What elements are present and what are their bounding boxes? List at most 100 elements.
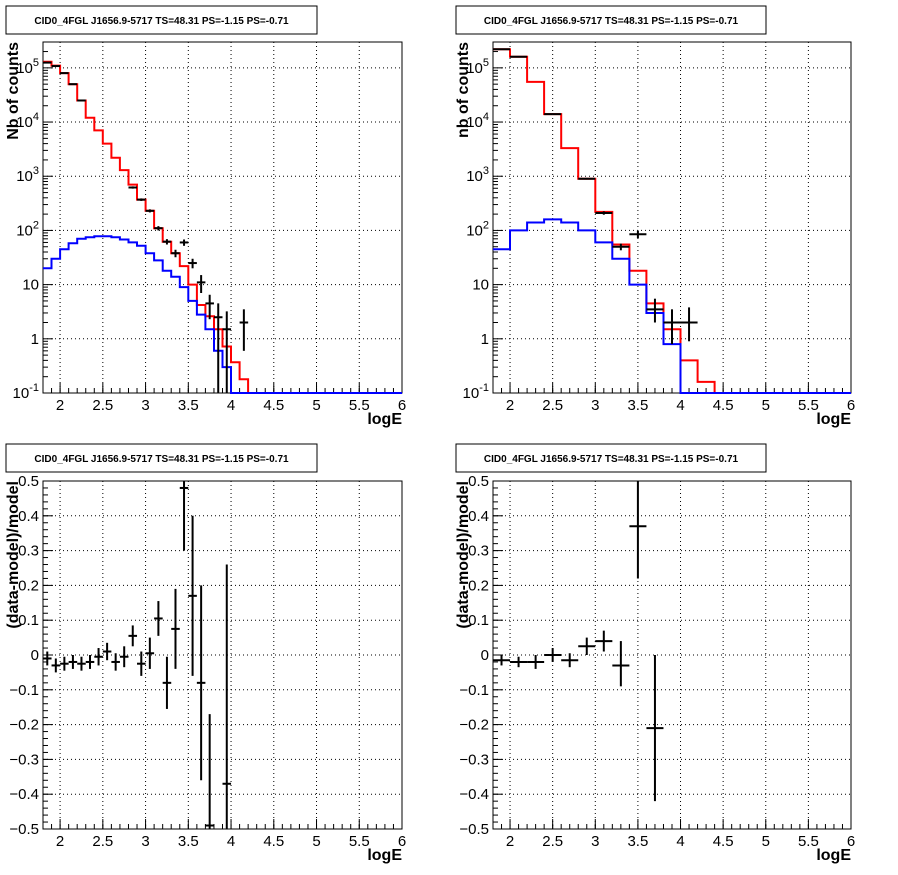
data-point <box>612 641 630 687</box>
y-tick-label: 103 <box>16 165 39 185</box>
y-tick-label: 0 <box>481 647 489 664</box>
x-tick-label: 6 <box>398 833 406 850</box>
y-tick-label: −0.1 <box>459 682 489 699</box>
x-tick-label: 5 <box>312 397 320 414</box>
data-point <box>646 655 664 802</box>
y-tick-label: 103 <box>466 165 489 185</box>
y-tick-label: 105 <box>16 57 39 77</box>
data-point <box>680 307 698 342</box>
y-tick-label: 0.3 <box>468 543 489 560</box>
histogram-series-2 <box>43 235 402 394</box>
plot-frame <box>42 480 403 830</box>
data-point <box>60 656 69 671</box>
chart-panel-1: 2 2.5 3 3.5 4 4.5 5 5.5 6 10-1 1 10 102 103 104 105 CID0… <box>5 5 406 428</box>
data-point <box>527 655 545 669</box>
x-tick-label: 4.5 <box>713 397 734 414</box>
y-tick-label: −0.5 <box>459 821 489 838</box>
data-point <box>171 249 180 258</box>
title-box <box>5 443 318 473</box>
y-tick-label: −0.3 <box>9 751 39 768</box>
data-point <box>629 481 647 579</box>
data-point <box>171 588 180 669</box>
y-tick-label: 102 <box>466 219 489 239</box>
histogram-series-1 <box>43 60 266 394</box>
x-tick-label: 4 <box>227 833 235 850</box>
y-tick-label: 10 <box>472 277 489 294</box>
data-point <box>663 309 681 345</box>
y-axis-label: Nb of counts <box>5 42 22 140</box>
data-point <box>51 658 61 673</box>
x-tick-label: 2 <box>56 833 64 850</box>
title-box <box>455 443 767 473</box>
y-axis-label: (data-model)/model <box>455 481 472 629</box>
x-tick-label: 3 <box>591 397 599 414</box>
x-axis-label: logE <box>816 847 851 864</box>
data-point <box>213 303 223 393</box>
data-point <box>222 311 232 393</box>
x-tick-label: 6 <box>847 397 855 414</box>
data-point <box>154 226 163 231</box>
x-tick-label: 5.5 <box>798 397 819 414</box>
x-tick-label: 4.5 <box>713 833 734 850</box>
y-tick-label: 10-1 <box>13 382 39 402</box>
data-point <box>154 601 163 636</box>
y-tick-label: 1 <box>481 331 489 348</box>
y-axis-label: (data-model)/model <box>5 481 22 629</box>
x-tick-label: 5.5 <box>349 397 370 414</box>
chart-title: CID0_4FGL J1656.9-5717 TS=48.31 PS=-1.15… <box>484 16 739 27</box>
y-tick-label: 0.1 <box>18 612 39 629</box>
x-tick-label: 2 <box>506 397 514 414</box>
data-point <box>111 653 120 671</box>
y-tick-label: 1 <box>31 331 39 348</box>
x-tick-label: 4 <box>227 397 235 414</box>
data-point <box>595 630 613 652</box>
data-point <box>179 481 189 551</box>
x-tick-label: 5 <box>762 833 770 850</box>
x-axis-label: logE <box>367 847 402 864</box>
x-tick-label: 2 <box>506 833 514 850</box>
x-tick-label: 2.5 <box>92 833 113 850</box>
data-point <box>94 648 103 666</box>
title-box <box>5 5 318 35</box>
y-tick-label: −0.2 <box>9 717 39 734</box>
y-tick-label: 102 <box>16 219 39 239</box>
x-tick-label: 3.5 <box>178 397 199 414</box>
y-tick-label: 104 <box>16 111 39 131</box>
data-point <box>239 309 249 351</box>
x-axis-label: logE <box>816 411 851 428</box>
data-point <box>205 714 214 829</box>
y-tick-label: −0.4 <box>459 786 489 803</box>
data-point <box>612 243 630 251</box>
data-point <box>544 113 562 116</box>
y-tick-label: −0.4 <box>9 786 39 803</box>
x-tick-label: 2.5 <box>92 397 113 414</box>
x-tick-label: 3.5 <box>627 397 648 414</box>
chart-title: CID0_4FGL J1656.9-5717 TS=48.31 PS=-1.15… <box>34 16 289 27</box>
data-point <box>493 655 511 666</box>
y-axis-label: nb of counts <box>455 42 472 138</box>
y-tick-label: 0.4 <box>468 508 489 525</box>
data-point <box>77 656 86 671</box>
x-tick-label: 5.5 <box>349 833 370 850</box>
x-tick-label: 4.5 <box>263 833 284 850</box>
x-tick-label: 6 <box>398 397 406 414</box>
data-point <box>510 656 528 668</box>
chart-panel-3: 2 2.5 3 3.5 4 4.5 5 5.5 6 −0.5 −0.4 −0.3 −0.2 −0.1 0 0.… <box>5 443 406 864</box>
data-point <box>137 651 146 676</box>
x-tick-label: 2 <box>56 397 64 414</box>
data-point <box>205 294 214 320</box>
data-point <box>137 198 146 201</box>
chart-panel-4: 2 2.5 3 3.5 4 4.5 5 5.5 6 −0.5 −0.4 −0.3 −0.2 −0.1 0 0.… <box>455 443 855 864</box>
data-point <box>85 655 95 669</box>
data-point <box>188 258 197 269</box>
x-tick-label: 4 <box>676 833 684 850</box>
data-point <box>196 585 206 781</box>
x-tick-label: 3 <box>591 833 599 850</box>
y-tick-label: 0.2 <box>468 577 489 594</box>
data-point <box>102 642 112 661</box>
x-tick-label: 2.5 <box>542 397 563 414</box>
y-tick-label: 0.5 <box>18 473 39 490</box>
y-tick-label: 0.1 <box>468 612 489 629</box>
y-tick-label: −0.2 <box>459 717 489 734</box>
data-point <box>578 177 596 180</box>
